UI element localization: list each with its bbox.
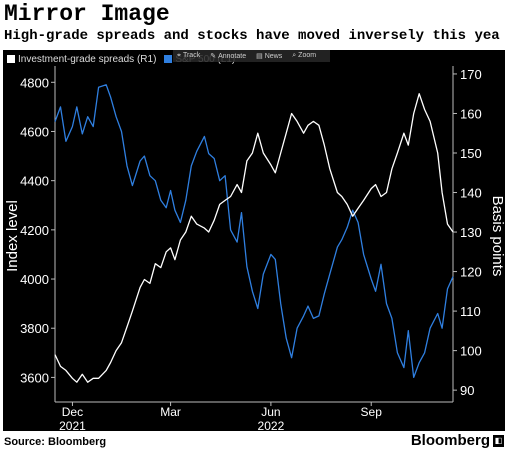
- right-tick-label: 160: [460, 106, 482, 121]
- right-tick-label: 130: [460, 225, 482, 240]
- source-note: Source: Bloomberg: [4, 436, 107, 448]
- series-line-sp500: [54, 84, 454, 379]
- x-tick-label: Mar: [160, 405, 181, 419]
- legend-item-spreads: Investment-grade spreads (R1): [7, 54, 156, 65]
- right-tick-label: 140: [460, 186, 482, 201]
- left-tick-label: 3600: [20, 370, 49, 385]
- chart-svg: 3600 3800 4000 4200 4400 4600 4800 90 100 110 120 1…: [4, 66, 505, 431]
- left-tick-label: 4000: [20, 272, 49, 287]
- legend-label-spreads: Investment-grade spreads (R1): [18, 53, 157, 65]
- chart-subtitle: High-grade spreads and stocks have moved…: [4, 28, 500, 44]
- right-tick-label: 150: [460, 146, 482, 161]
- crosshair-icon: ⌖: [177, 52, 181, 59]
- series-line-spreads: [54, 93, 454, 383]
- magnifier-icon: ⌕: [292, 52, 297, 59]
- chart-title: Mirror Image: [4, 1, 170, 27]
- x-tick-sublabel: 2022: [258, 419, 285, 431]
- left-tick-label: 3800: [20, 321, 49, 336]
- brand-logo: Bloomberg: [410, 432, 490, 449]
- news-icon: ▤: [256, 53, 263, 60]
- left-tick-label: 4600: [20, 124, 49, 139]
- right-tick-label: 100: [460, 344, 482, 359]
- annotate-button[interactable]: ✎ Annotate: [210, 53, 247, 60]
- x-tick-sublabel: 2021: [59, 419, 86, 431]
- pencil-icon: ✎: [210, 53, 217, 60]
- left-axis-title: Index level: [4, 200, 21, 272]
- left-tick-label: 4800: [20, 75, 49, 90]
- right-tick-label: 170: [460, 67, 482, 82]
- share-icon[interactable]: ◧: [493, 435, 504, 447]
- chart-toolbar: ⌖ Track ✎ Annotate ▤ News ⌕ Zoom: [173, 50, 331, 62]
- track-button[interactable]: ⌖ Track: [177, 52, 201, 59]
- left-tick-label: 4200: [20, 223, 49, 238]
- right-tick-label: 120: [460, 265, 482, 280]
- x-tick-label: Sep: [361, 405, 383, 419]
- chart-panel: 3600 3800 4000 4200 4400 4600 4800 90 100 110 120 1…: [3, 50, 505, 431]
- zoom-button[interactable]: ⌕ Zoom: [292, 52, 317, 59]
- plot-area: 3600 3800 4000 4200 4400 4600 4800 90 100 110 120 1…: [4, 66, 505, 431]
- x-tick-label: Dec: [62, 405, 83, 419]
- right-tick-label: 90: [460, 383, 474, 398]
- left-tick-label: 4400: [20, 174, 49, 189]
- right-tick-label: 110: [460, 304, 481, 319]
- legend-swatch-spreads: [7, 55, 15, 63]
- right-axis-title: Basis points: [489, 196, 505, 277]
- legend-swatch-sp500: [164, 55, 173, 63]
- news-button[interactable]: ▤ News: [256, 53, 283, 60]
- x-tick-label: Jun: [261, 405, 280, 419]
